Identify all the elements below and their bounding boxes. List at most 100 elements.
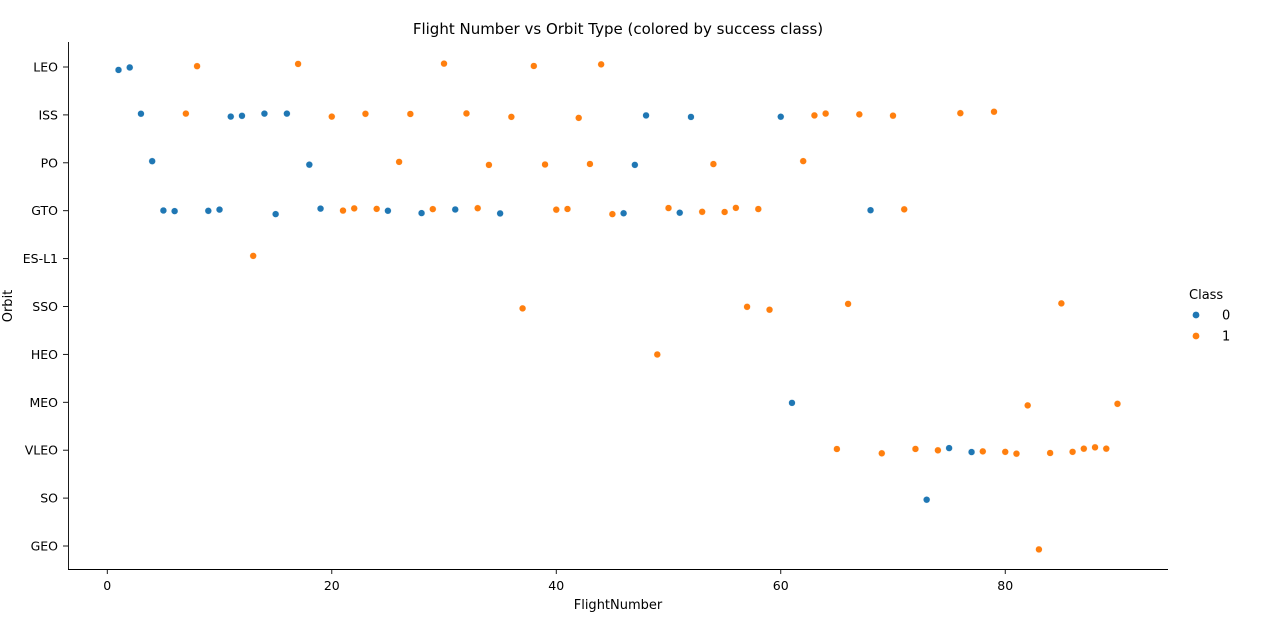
data-point-class-1 — [507, 113, 515, 121]
data-point-class-0 — [126, 63, 134, 72]
points-layer — [114, 60, 1122, 554]
data-point-class-1 — [395, 158, 403, 166]
y-tick-label: HEO — [31, 347, 58, 362]
legend-marker — [1192, 332, 1200, 340]
data-point-class-0 — [642, 111, 650, 120]
legend-label: 1 — [1222, 330, 1230, 345]
data-point-class-0 — [316, 205, 325, 213]
data-point-class-1 — [249, 252, 257, 260]
data-point-class-0 — [171, 207, 179, 215]
data-point-class-1 — [1012, 450, 1021, 458]
data-point-class-1 — [586, 160, 594, 168]
data-point-class-1 — [429, 205, 437, 213]
data-point-class-1 — [350, 204, 358, 212]
data-point-class-0 — [384, 207, 392, 215]
data-point-class-0 — [272, 210, 280, 218]
data-point-class-1 — [653, 350, 661, 359]
data-point-class-1 — [1046, 449, 1054, 457]
data-point-class-1 — [822, 109, 830, 118]
data-point-class-1 — [1035, 545, 1043, 554]
y-tick-label: SO — [40, 491, 58, 506]
data-point-class-1 — [1113, 400, 1122, 408]
data-point-class-1 — [844, 300, 852, 308]
x-tick-label: 60 — [773, 578, 789, 593]
data-point-class-1 — [552, 206, 560, 214]
data-point-class-1 — [765, 306, 774, 314]
data-point-class-0 — [260, 110, 269, 118]
data-point-class-1 — [810, 111, 819, 120]
data-point-class-0 — [676, 209, 684, 217]
data-point-class-0 — [451, 205, 459, 214]
data-point-class-1 — [406, 110, 414, 118]
legend-marker — [1192, 311, 1200, 319]
data-point-class-0 — [496, 209, 504, 218]
data-point-class-1 — [373, 205, 381, 213]
x-tick-label: 40 — [548, 578, 564, 593]
data-point-class-1 — [934, 446, 942, 454]
data-point-class-1 — [1024, 401, 1032, 410]
data-point-class-1 — [878, 449, 886, 457]
data-point-class-1 — [743, 303, 751, 311]
data-point-class-1 — [855, 110, 863, 118]
legend: Class 01 — [1189, 288, 1230, 345]
legend-title: Class — [1189, 288, 1223, 303]
data-point-class-1 — [182, 110, 190, 118]
y-tick-label: PO — [41, 155, 59, 170]
data-point-class-0 — [687, 113, 695, 121]
legend-label: 0 — [1222, 309, 1230, 324]
data-point-class-1 — [474, 204, 482, 212]
data-point-class-0 — [788, 399, 796, 407]
data-point-class-0 — [159, 206, 168, 215]
data-point-class-0 — [945, 444, 953, 452]
data-point-class-1 — [799, 157, 807, 165]
y-ticks: LEO ISS PO GTO ES-L1 SSO HEO MEO VLEO SO GEO — [23, 60, 68, 554]
data-point-class-0 — [238, 112, 246, 120]
data-point-class-1 — [462, 109, 471, 118]
data-point-class-1 — [440, 60, 448, 68]
data-point-class-1 — [889, 112, 897, 120]
y-tick-label: ES-L1 — [23, 251, 58, 266]
data-point-class-1 — [754, 205, 762, 213]
data-point-class-1 — [698, 208, 706, 216]
y-tick-label: LEO — [33, 60, 58, 75]
data-point-class-1 — [1068, 448, 1077, 456]
data-point-class-0 — [923, 496, 931, 504]
data-point-class-1 — [339, 207, 347, 215]
data-point-class-1 — [575, 114, 583, 122]
data-point-class-1 — [1001, 448, 1009, 456]
data-point-class-1 — [530, 62, 538, 70]
data-point-class-1 — [664, 204, 673, 212]
data-point-class-0 — [620, 209, 628, 217]
data-point-class-1 — [1102, 445, 1110, 453]
y-tick-label: MEO — [29, 395, 58, 410]
data-point-class-1 — [597, 60, 605, 68]
data-point-class-0 — [866, 206, 875, 214]
data-point-class-0 — [204, 207, 212, 215]
data-point-class-1 — [563, 205, 572, 213]
data-point-class-1 — [956, 109, 964, 117]
data-point-class-0 — [777, 113, 785, 121]
chart-title: Flight Number vs Orbit Type (colored by … — [413, 20, 823, 38]
data-point-class-1 — [328, 113, 336, 121]
legend-entries: 01 — [1192, 309, 1230, 345]
y-tick-label: SSO — [32, 299, 58, 314]
data-point-class-0 — [137, 110, 145, 118]
data-point-class-0 — [283, 110, 291, 118]
data-point-class-1 — [193, 62, 201, 70]
data-point-class-0 — [227, 112, 235, 121]
data-point-class-1 — [721, 208, 729, 216]
data-point-class-0 — [417, 209, 426, 217]
data-point-class-1 — [1080, 445, 1088, 453]
data-point-class-1 — [833, 445, 841, 453]
data-point-class-1 — [485, 161, 493, 169]
data-point-class-0 — [215, 206, 224, 214]
data-point-class-1 — [979, 447, 987, 455]
data-point-class-1 — [1057, 299, 1065, 307]
y-tick-label: GEO — [31, 539, 59, 554]
data-point-class-0 — [114, 66, 123, 74]
data-point-class-0 — [305, 161, 313, 169]
data-point-class-1 — [294, 60, 302, 68]
x-ticks: 0 20 40 60 80 — [103, 569, 1013, 593]
data-point-class-1 — [518, 304, 527, 312]
